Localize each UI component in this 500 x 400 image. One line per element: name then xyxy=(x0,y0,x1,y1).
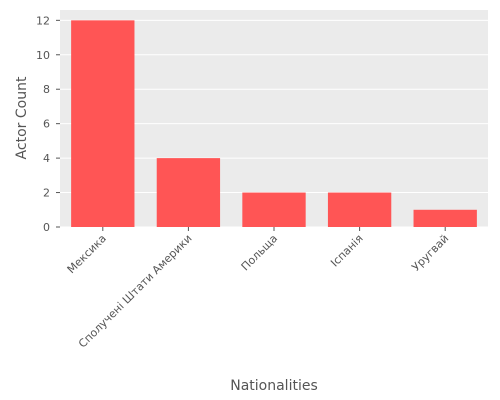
x-tick-label: Мексика xyxy=(65,232,109,276)
bars xyxy=(71,20,477,228)
x-tick-label: Іспанія xyxy=(328,232,366,270)
y-tick-label: 6 xyxy=(43,118,50,131)
x-tick-label: Уругвай xyxy=(409,232,451,274)
y-tick-label: 4 xyxy=(43,152,50,165)
bar xyxy=(413,209,477,227)
y-tick-label: 8 xyxy=(43,83,50,96)
y-axis-ticks: 0 2 4 6 8 10 12 xyxy=(36,14,60,234)
y-tick-label: 0 xyxy=(43,221,50,234)
y-tick-label: 10 xyxy=(36,49,50,62)
bar xyxy=(71,20,135,228)
bar xyxy=(156,158,221,227)
bar xyxy=(327,192,392,227)
bar xyxy=(242,192,306,227)
y-axis-title: Actor Count xyxy=(14,76,30,159)
x-axis-title: Nationalities xyxy=(230,378,318,394)
y-tick-label: 12 xyxy=(36,14,50,27)
y-tick-label: 2 xyxy=(43,187,50,200)
x-tick-label: Польща xyxy=(239,232,280,273)
